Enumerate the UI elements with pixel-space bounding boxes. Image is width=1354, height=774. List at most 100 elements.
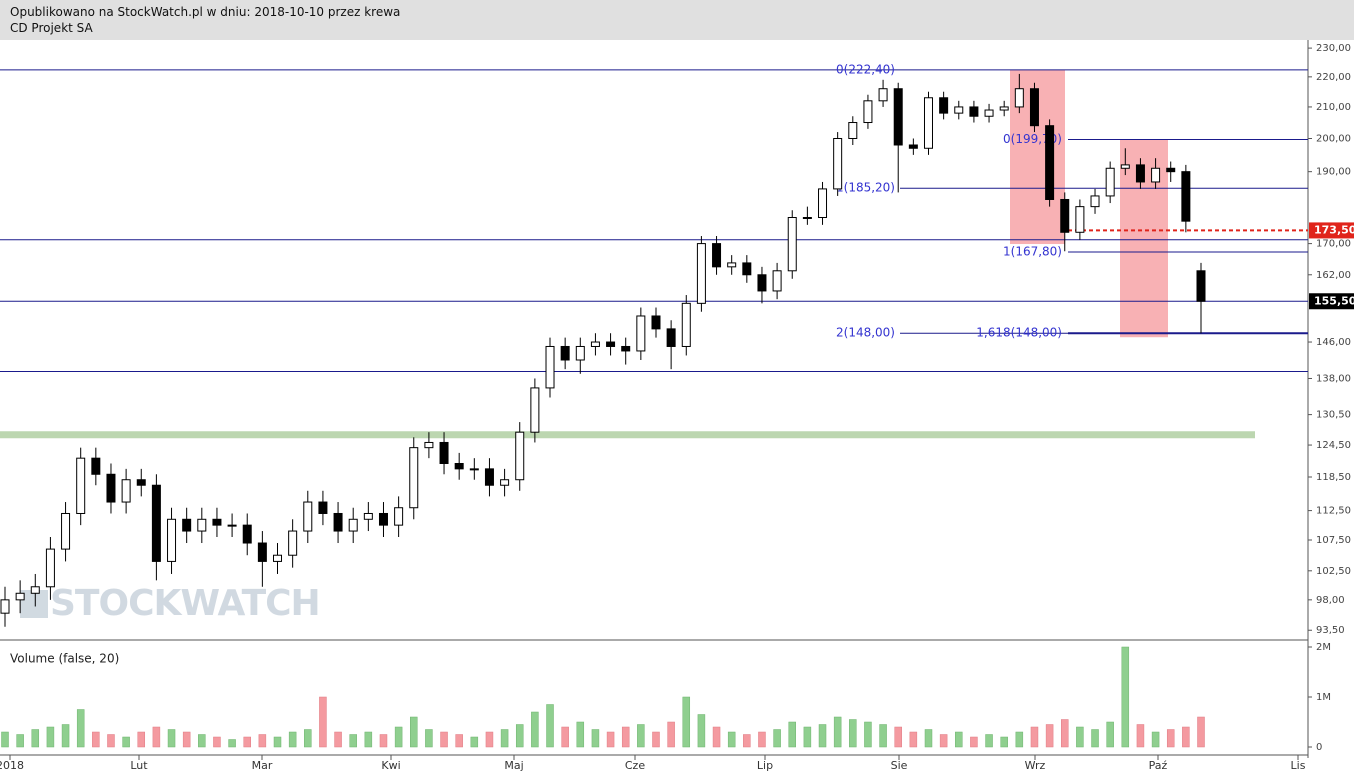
volume-title: Volume (false, 20) — [10, 652, 119, 666]
candle-body — [484, 468, 494, 486]
candle-body — [757, 274, 767, 292]
x-tick-label: Kwi — [381, 759, 400, 772]
x-tick-label: Paź — [1149, 759, 1168, 772]
volume-bar — [743, 734, 751, 748]
candle-body — [606, 341, 616, 347]
volume-bar — [758, 731, 766, 748]
candle-body — [515, 431, 525, 481]
header: Opublikowano na StockWatch.pl w dniu: 20… — [0, 0, 1354, 40]
candle-body — [469, 468, 479, 471]
volume-bar — [803, 726, 812, 748]
candle-body — [1014, 88, 1024, 108]
volume-bar — [107, 734, 115, 748]
volume-bar — [410, 716, 418, 748]
volume-bar — [364, 731, 373, 748]
volume-bar — [818, 724, 827, 748]
candle-body — [1060, 198, 1070, 233]
y-tick-label: 210,00 — [1316, 102, 1351, 113]
candle-body — [318, 501, 328, 514]
volume-bar — [213, 736, 221, 748]
volume-bar — [61, 724, 70, 748]
candle-body — [923, 97, 933, 149]
volume-bar — [1030, 726, 1039, 748]
candle-body — [212, 518, 222, 526]
volume-bar — [591, 729, 600, 748]
candle-body — [742, 262, 752, 276]
volume-bar — [985, 734, 993, 748]
watermark-logo — [20, 590, 48, 618]
candle-body — [802, 217, 812, 220]
volume-bar — [76, 709, 85, 748]
y-tick-label: 107,50 — [1316, 535, 1351, 546]
y-tick-label: 146,00 — [1316, 337, 1351, 348]
volume-bar — [394, 726, 403, 748]
y-tick-label: 130,50 — [1316, 410, 1351, 421]
candle-body — [1105, 167, 1115, 197]
published-note: Opublikowano na StockWatch.pl w dniu: 20… — [10, 5, 401, 19]
candle-body — [424, 441, 434, 449]
candle-body — [409, 447, 419, 509]
x-tick-label: Maj — [504, 759, 523, 772]
volume-bar — [515, 724, 524, 748]
candle-body — [257, 542, 267, 562]
volume-bar — [1197, 716, 1205, 748]
y-tick-label: 93,50 — [1316, 625, 1345, 636]
candle-body — [348, 518, 358, 532]
volume-bar — [1166, 729, 1175, 748]
volume-bar — [1182, 726, 1190, 748]
candle-body — [1135, 164, 1145, 183]
volume-bar — [500, 729, 509, 748]
candle-body — [151, 484, 161, 562]
volume-bar — [909, 731, 918, 748]
candle-body — [1181, 171, 1191, 222]
y-tick-label: 118,50 — [1316, 472, 1351, 483]
candle-body — [908, 144, 918, 149]
x-tick-label: Wrz — [1025, 759, 1046, 772]
candle-body — [590, 341, 600, 347]
candle-body — [1075, 206, 1085, 233]
volume-bar — [970, 736, 978, 748]
y-tick-label: 138,00 — [1316, 373, 1351, 384]
candle-body — [91, 457, 101, 475]
watermark: STOCKWATCH — [50, 583, 320, 624]
candle-body — [167, 518, 177, 562]
candle-body — [273, 554, 283, 562]
candle-body — [15, 592, 25, 601]
candle-body — [303, 501, 313, 532]
fib-label: 1,618(148,00) — [976, 326, 1062, 340]
volume-bar — [425, 729, 433, 748]
candle-body — [893, 88, 903, 146]
candle-body — [545, 345, 555, 389]
x-tick-label: Sie — [891, 759, 908, 772]
candle-body — [712, 243, 722, 268]
candle-body — [1120, 164, 1130, 169]
volume-bar — [152, 726, 161, 748]
candle-body — [1166, 167, 1176, 173]
volume-bar — [379, 734, 388, 748]
volume-bar — [334, 731, 342, 748]
candle-body — [666, 328, 676, 347]
candle-body — [394, 507, 404, 526]
volume-bar — [712, 726, 721, 748]
y-tick-label: 2M — [1316, 642, 1331, 653]
volume-bar — [697, 714, 706, 748]
volume-bar — [16, 734, 24, 748]
volume-bar — [319, 696, 327, 748]
volume-bar — [440, 731, 448, 748]
volume-bar — [833, 716, 842, 748]
volume-bar — [1091, 729, 1099, 748]
volume-bar — [924, 729, 933, 748]
candle-body — [454, 462, 464, 470]
y-tick-label: 230,00 — [1316, 43, 1351, 54]
volume-bar — [137, 731, 146, 748]
volume-bar — [1136, 724, 1145, 748]
instrument-name: CD Projekt SA — [10, 21, 93, 35]
volume-bar — [667, 721, 675, 748]
candle-body — [636, 315, 646, 352]
candle-body — [136, 479, 146, 486]
candle-body — [939, 97, 949, 114]
fib-label: 1(185,20) — [836, 181, 895, 195]
candle-body — [681, 302, 691, 347]
